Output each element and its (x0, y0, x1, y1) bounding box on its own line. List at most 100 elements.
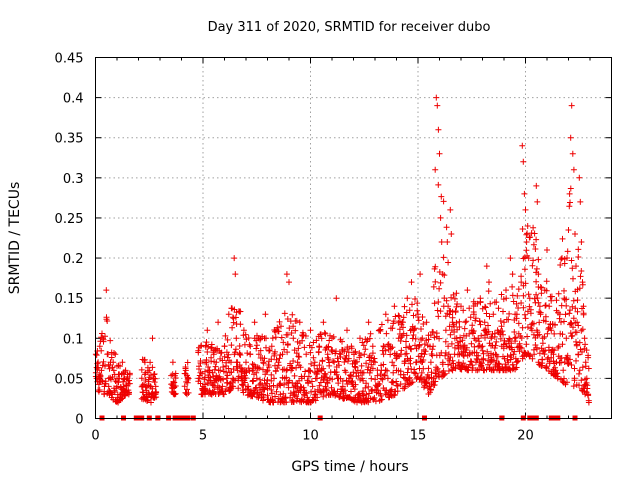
data-point (447, 331, 454, 338)
data-point (555, 309, 561, 316)
data-point (366, 335, 373, 342)
data-point (306, 367, 313, 374)
data-point (100, 358, 107, 365)
data-point (273, 388, 280, 395)
data-point (272, 393, 278, 400)
data-point (232, 346, 239, 353)
data-point (307, 368, 314, 375)
data-point (480, 350, 487, 357)
data-point (418, 336, 424, 343)
data-point (362, 346, 369, 353)
data-point (369, 350, 376, 357)
data-point (280, 339, 287, 346)
data-point (264, 367, 271, 374)
data-point (240, 389, 247, 396)
data-point (362, 384, 369, 391)
data-point (542, 313, 549, 320)
data-point (575, 351, 582, 358)
data-point (490, 311, 497, 318)
data-point (466, 305, 473, 312)
data-point (242, 375, 249, 381)
data-point (333, 348, 339, 355)
data-point (496, 361, 503, 368)
data-point (521, 311, 528, 318)
data-point (350, 369, 357, 376)
data-point (105, 361, 112, 368)
data-point (425, 365, 432, 372)
data-point (437, 308, 444, 315)
data-point (527, 325, 534, 332)
data-point (458, 303, 464, 310)
data-point (535, 256, 542, 263)
data-point (445, 259, 452, 266)
data-point (149, 385, 156, 392)
data-point (347, 372, 354, 379)
data-point (554, 370, 561, 377)
data-point (345, 355, 352, 362)
data-point (242, 331, 249, 338)
data-point (398, 347, 405, 354)
data-point (381, 372, 388, 379)
data-point (555, 290, 562, 297)
data-point (522, 315, 529, 322)
data-point (394, 388, 401, 395)
data-point (376, 381, 383, 387)
data-point (523, 239, 530, 245)
data-point (236, 362, 243, 368)
data-point (509, 361, 516, 368)
data-point (403, 350, 410, 357)
data-point (220, 364, 227, 370)
data-point (352, 381, 359, 388)
data-point (337, 354, 344, 360)
data-point (390, 362, 397, 369)
data-point (380, 351, 387, 358)
data-point (302, 333, 309, 339)
data-point (442, 352, 449, 359)
data-point (220, 376, 227, 383)
data-point (519, 324, 526, 331)
data-point (184, 391, 190, 398)
data-point (568, 257, 575, 264)
data-point (417, 271, 424, 278)
data-point (290, 323, 297, 330)
y-tick-labels: 0 0.05 0.1 0.15 0.2 0.25 0.3 0.35 0.4 0.45 (55, 52, 84, 428)
data-point (314, 368, 321, 375)
data-point (99, 377, 105, 384)
data-point (377, 328, 384, 334)
data-point (370, 358, 377, 365)
data-point (390, 369, 397, 376)
data-point (547, 325, 554, 332)
data-point (576, 174, 583, 181)
data-point (315, 348, 322, 355)
data-point (487, 300, 494, 307)
data-point (230, 319, 237, 326)
data-point (401, 303, 408, 310)
data-point (504, 353, 511, 360)
data-point (303, 351, 310, 358)
data-point (308, 388, 315, 395)
data-point (567, 134, 574, 141)
data-point (572, 231, 578, 237)
data-point (312, 397, 319, 404)
data-point (284, 331, 291, 338)
data-point (203, 359, 210, 366)
data-point (391, 391, 398, 398)
data-point (252, 385, 259, 392)
data-point (339, 378, 346, 385)
data-point (451, 323, 458, 330)
data-point (377, 371, 384, 378)
data-point (312, 375, 319, 382)
data-point (384, 375, 391, 382)
data-point (261, 355, 268, 362)
data-point (478, 344, 485, 350)
data-point (570, 324, 576, 331)
data-point (515, 305, 522, 311)
data-point (450, 360, 457, 367)
data-point (257, 336, 263, 343)
data-point (404, 295, 411, 302)
data-point (427, 387, 434, 393)
data-point (302, 368, 309, 375)
data-point (274, 324, 281, 331)
data-point (436, 335, 443, 342)
data-point (456, 318, 463, 325)
